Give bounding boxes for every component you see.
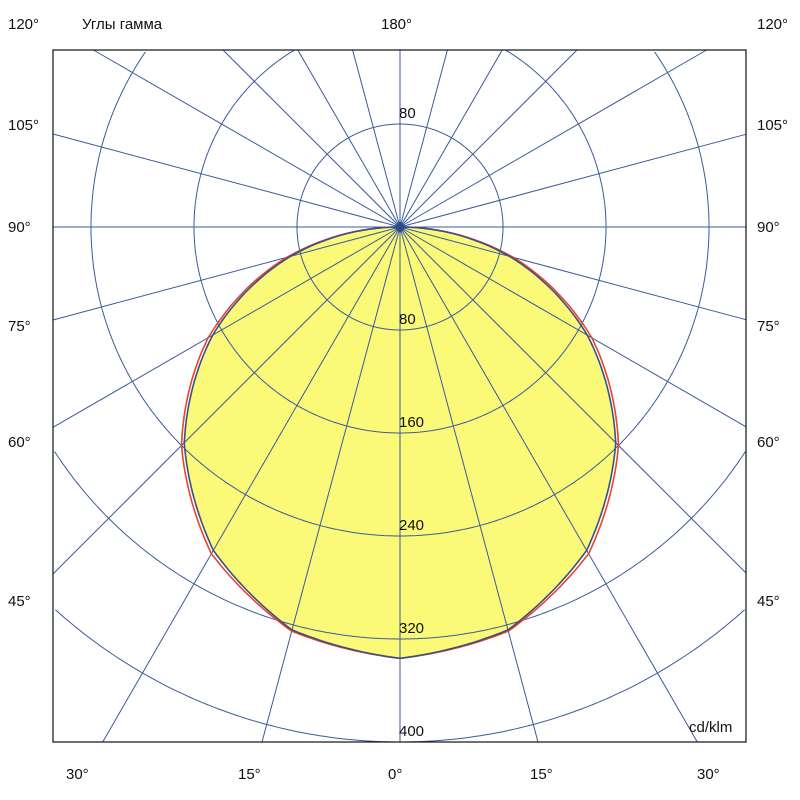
- chart-title: Углы гамма: [82, 16, 163, 33]
- radial-tick-label: 160: [399, 414, 424, 431]
- bottom-angle-label: 0°: [388, 766, 402, 783]
- grid-radial-line: [399, 226, 747, 574]
- grid-radial-line: [399, 226, 747, 321]
- grid-radial-line: [399, 49, 448, 228]
- side-angle-label-right: 45°: [757, 593, 780, 610]
- grid-circle: [55, 609, 745, 743]
- unit-label: cd/klm: [689, 719, 732, 736]
- top-left-angle-label: 120°: [8, 16, 39, 33]
- grid-radial-line: [399, 226, 698, 743]
- grid-radial-line: [52, 226, 401, 575]
- side-angle-label-left: 105°: [8, 117, 39, 134]
- center-marker: [394, 221, 406, 233]
- top-right-angle-label: 120°: [757, 16, 788, 33]
- bottom-angle-label: 30°: [66, 766, 89, 783]
- grid-circle: [193, 49, 607, 434]
- grid-radial-line: [261, 226, 401, 743]
- grid-radial-line: [93, 49, 401, 228]
- grid-radial-line: [352, 49, 401, 228]
- grid-radial-line: [52, 226, 401, 428]
- side-angle-label-left: 60°: [8, 434, 31, 451]
- radial-tick-label: 320: [399, 620, 424, 637]
- side-angle-label-left: 45°: [8, 593, 31, 610]
- grid-radial-line: [52, 226, 401, 321]
- grid-radial-line: [399, 226, 747, 428]
- bottom-angle-label: 15°: [238, 766, 261, 783]
- side-angle-label-left: 75°: [8, 318, 31, 335]
- grid-radial-line: [297, 49, 401, 228]
- side-angle-label-right: 75°: [757, 318, 780, 335]
- bottom-angle-label: 30°: [697, 766, 720, 783]
- grid-radial-line: [399, 49, 707, 228]
- grid-radial-line: [399, 226, 539, 743]
- grid-radial-line: [52, 133, 401, 228]
- radial-tick-label: 80: [399, 311, 416, 328]
- radial-tick-label: 400: [399, 723, 424, 740]
- grid-radial-line: [399, 49, 503, 228]
- grid-circle: [90, 51, 710, 537]
- plot-frame: [52, 49, 747, 743]
- grid-circle: [54, 451, 746, 640]
- side-angle-label-right: 60°: [757, 434, 780, 451]
- grid-radial-line: [399, 133, 747, 228]
- top-center-angle-label: 180°: [381, 16, 412, 33]
- upper-radial-label: 80: [399, 105, 416, 122]
- side-angle-label-right: 90°: [757, 219, 780, 236]
- grid-radial-line: [102, 226, 401, 743]
- radial-tick-label: 240: [399, 517, 424, 534]
- side-angle-label-left: 90°: [8, 219, 31, 236]
- grid-radial-line: [222, 49, 401, 228]
- grid-radial-line: [399, 49, 578, 228]
- side-angle-label-right: 105°: [757, 117, 788, 134]
- bottom-angle-label: 15°: [530, 766, 553, 783]
